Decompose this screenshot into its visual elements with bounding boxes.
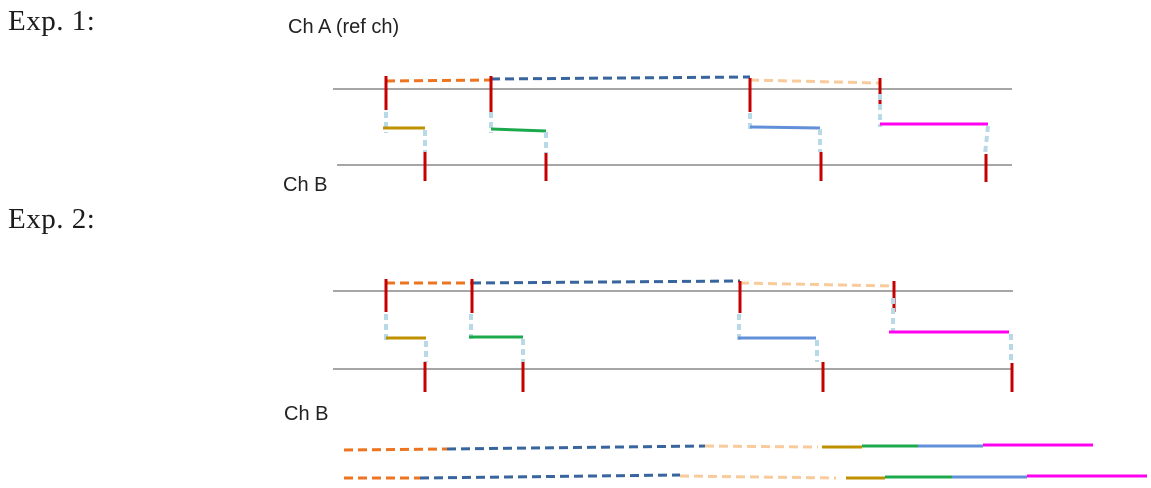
exp2-label: Exp. 2: [8, 203, 96, 235]
chb-row1-orange [343, 447, 448, 452]
exp1-seg-cornflower [749, 125, 821, 130]
exp1-seg-green [490, 127, 547, 133]
channel-b-label-exp1: Ch B [283, 174, 328, 196]
exp1-ref-seg-orange [385, 78, 492, 83]
chb-row2-peach [679, 474, 837, 480]
exp2-ref-seg-peach [739, 281, 894, 288]
exp1-conn-up-4 [983, 125, 990, 155]
chb-row1-peach [704, 444, 819, 449]
channel-b-label-bottom: Ch B [284, 403, 329, 425]
exp2-ref-seg-blue [471, 279, 741, 285]
exp1-ref-seg-peach [749, 78, 880, 85]
channel-a-label: Ch A (ref ch) [288, 16, 400, 38]
chb-row1-blue [446, 444, 706, 451]
exp1-label: Exp. 1: [8, 5, 96, 37]
chb-row2-blue [419, 473, 681, 480]
exp1-ref-seg-blue [490, 75, 751, 81]
